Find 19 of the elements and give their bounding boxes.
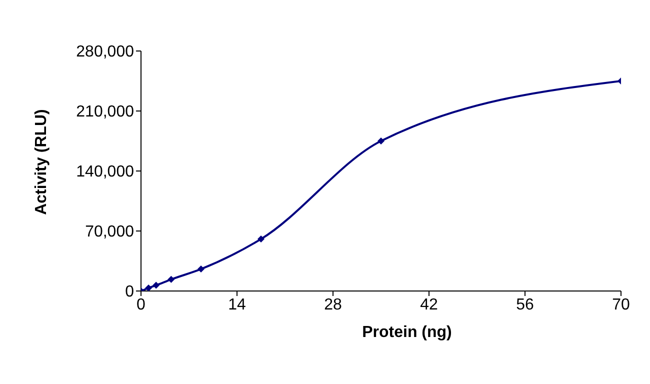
y-tick-label: 140,000 [76, 164, 134, 181]
y-tick-label: 0 [125, 284, 134, 301]
x-tick-label: 0 [136, 296, 146, 314]
point [198, 266, 204, 273]
x-tick-label: 70 [612, 296, 630, 314]
point [258, 236, 264, 243]
y-axis-title: Activity (RLU) [33, 108, 51, 217]
y-tick-label: 210,000 [76, 104, 134, 121]
x-axis-title: Protein (ng) [361, 324, 453, 342]
x-tick-label: 56 [516, 296, 534, 314]
x-tick-label: 28 [324, 296, 342, 314]
point [152, 282, 160, 289]
y-tick-label: 70,000 [85, 224, 134, 241]
x-tick-label: 42 [420, 296, 438, 314]
x-tick-label: 14 [228, 296, 246, 314]
y-tick-label: 280,000 [76, 44, 134, 61]
point [145, 284, 152, 291]
point [168, 276, 175, 283]
point [378, 138, 384, 144]
